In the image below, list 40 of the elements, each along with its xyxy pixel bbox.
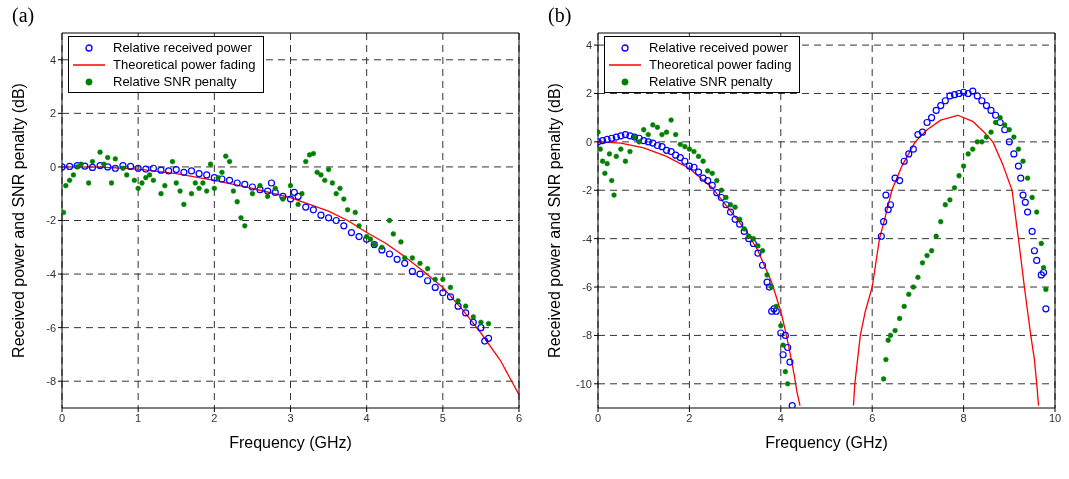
- chart-title: (a): [12, 4, 35, 27]
- x-tick-label: 4: [363, 411, 370, 424]
- x-tick-label: 0: [58, 411, 66, 424]
- x-tick-label: 1: [135, 411, 142, 424]
- y-tick-label: 0: [585, 135, 592, 148]
- y-tick-label: -6: [582, 280, 592, 293]
- x-tick-label: 6: [515, 411, 523, 424]
- y-axis-title: Received power and SNR penalty (dB): [545, 83, 563, 358]
- y-tick-label: 4: [49, 53, 56, 66]
- x-axis-title: Frequency (GHz): [765, 434, 888, 451]
- x-tick-label: 10: [1048, 411, 1062, 424]
- y-tick-label: -8: [582, 329, 592, 342]
- legend-label: Relative received power: [113, 39, 252, 56]
- x-tick-label: 2: [211, 411, 218, 424]
- y-tick-label: -6: [46, 321, 56, 334]
- legend-label: Relative received power: [649, 39, 788, 56]
- legend-label: Relative SNR penalty: [113, 73, 237, 90]
- y-tick-label: -10: [576, 377, 592, 390]
- x-tick-label: 5: [439, 411, 446, 424]
- legend-label: Theoretical power fading: [649, 56, 792, 73]
- y-tick-label: -4: [582, 232, 592, 245]
- x-tick-label: 2: [686, 411, 693, 424]
- x-tick-label: 4: [777, 411, 784, 424]
- y-tick-label: -2: [582, 184, 592, 197]
- x-tick-label: 8: [960, 411, 967, 424]
- y-tick-label: 2: [585, 87, 592, 100]
- x-tick-label: 6: [869, 411, 876, 424]
- legend-label: Theoretical power fading: [113, 56, 256, 73]
- x-tick-label: 0: [594, 411, 602, 424]
- chart-title: (b): [548, 4, 572, 27]
- y-tick-label: 0: [49, 160, 56, 173]
- y-tick-label: 2: [49, 107, 56, 120]
- x-tick-label: 3: [287, 411, 294, 424]
- y-tick-label: -4: [46, 267, 56, 280]
- y-tick-label: -2: [46, 214, 56, 227]
- x-axis-title: Frequency (GHz): [229, 434, 352, 451]
- y-axis-title: Received power and SNR penalty (dB): [9, 83, 27, 358]
- legend-label: Relative SNR penalty: [649, 73, 773, 90]
- y-tick-label: -8: [46, 375, 56, 388]
- y-tick-label: 4: [585, 39, 592, 51]
